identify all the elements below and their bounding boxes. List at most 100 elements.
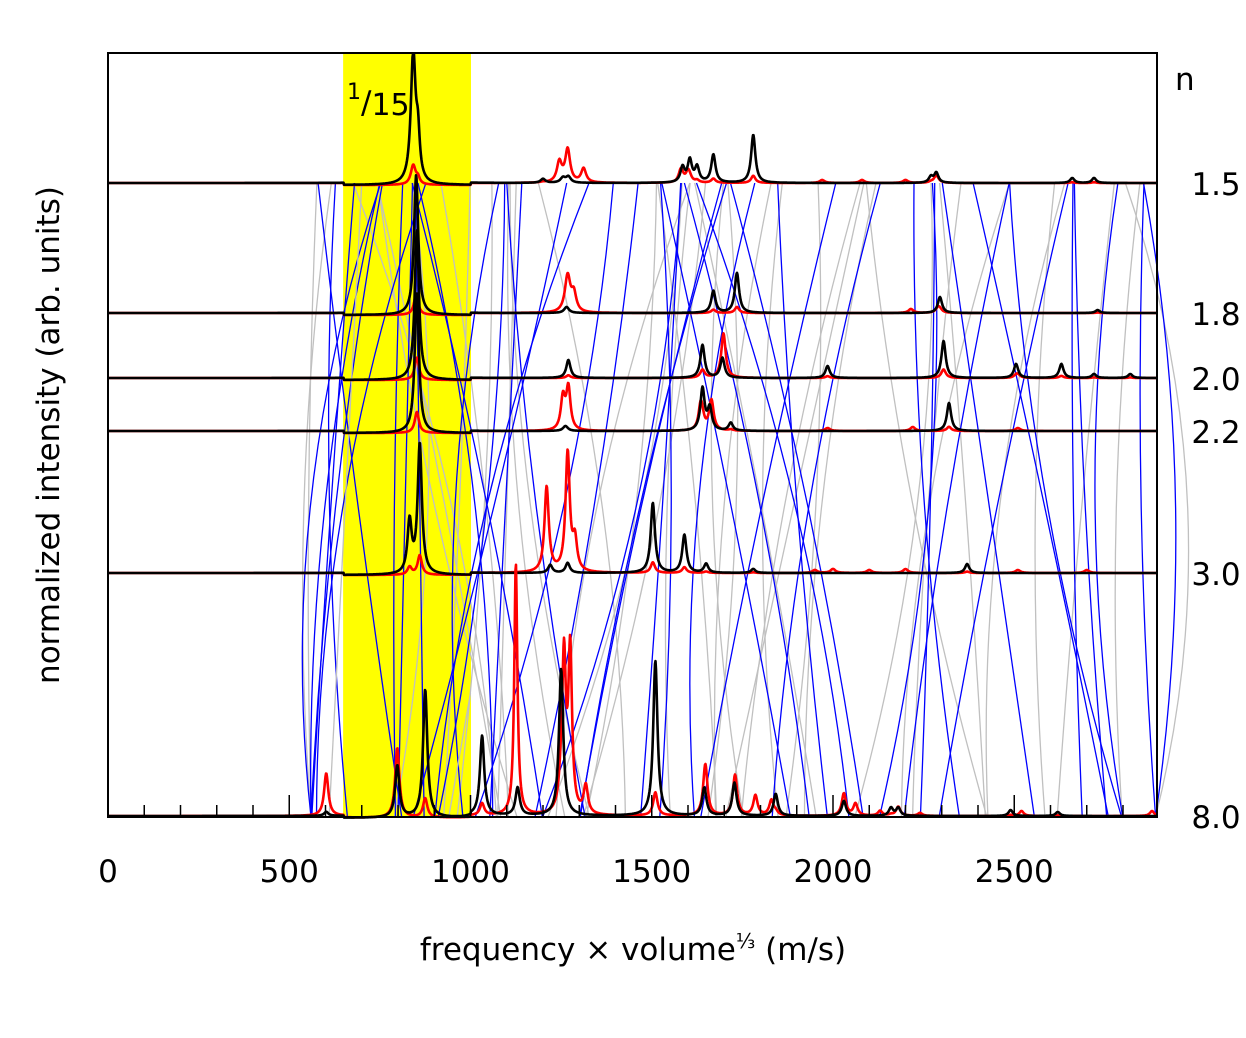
blue-branch — [310, 182, 381, 818]
gray-branch — [448, 692, 472, 818]
black-spectrum-n-2.0 — [107, 229, 1158, 382]
n-value-labels: 1.5 1.8 2.0 2.2 3.0 8.0 — [1191, 167, 1240, 836]
blue-branch — [506, 182, 586, 818]
blue-branch — [1073, 182, 1108, 818]
gray-branch — [585, 182, 658, 818]
x-tick-label: 2000 — [794, 854, 873, 890]
blue-branch — [639, 182, 682, 818]
n-label-2.0: 2.0 — [1191, 362, 1240, 398]
n-label-3.0: 3.0 — [1191, 557, 1240, 593]
blue-branch — [1071, 182, 1083, 818]
gray-branch — [393, 182, 430, 818]
blue-branch — [777, 182, 829, 818]
blue-branch — [919, 182, 936, 818]
blue-branch — [972, 182, 1110, 818]
blue-branch — [689, 182, 756, 818]
gray-branch — [1114, 182, 1141, 818]
x-tick-label: 1500 — [612, 854, 691, 890]
gray-branch — [456, 182, 493, 818]
blue-branch — [661, 182, 792, 818]
x-tick-label: 2500 — [975, 854, 1054, 890]
gray-branch — [657, 182, 718, 818]
blue-branch — [315, 182, 427, 818]
band-label: 1/15 — [347, 80, 410, 123]
gray-branch — [1056, 182, 1115, 818]
gray-branch — [740, 182, 861, 818]
gray-branch — [377, 182, 518, 818]
blue-branch — [578, 182, 723, 818]
gray-branch — [938, 182, 986, 818]
gray-branch — [725, 182, 865, 818]
band-label-slash: / — [361, 85, 372, 121]
blue-branch — [489, 182, 523, 818]
dispersion-branches — [301, 182, 1190, 818]
blue-branch — [417, 182, 494, 818]
x-axis-ticks — [107, 795, 1124, 817]
n-header: n — [1175, 62, 1195, 98]
band-label-den: 15 — [371, 88, 409, 123]
x-axis-title-sup: ⅓ — [736, 929, 755, 953]
x-axis-title-unit: (m/s) — [755, 932, 846, 968]
x-tick-label: 500 — [260, 854, 319, 890]
blue-branch — [451, 182, 500, 818]
blue-branch — [1139, 182, 1157, 818]
blue-branch — [412, 182, 568, 818]
x-tick-label: 0 — [98, 854, 118, 890]
gray-branch — [694, 182, 817, 818]
gray-branch — [537, 182, 627, 818]
black-spectrum-n-3.0 — [107, 441, 1158, 577]
blue-branch — [327, 182, 349, 818]
gray-branch — [985, 182, 1066, 818]
blue-branch — [411, 182, 543, 818]
n-label-1.5: 1.5 — [1191, 167, 1240, 203]
gray-branch — [497, 182, 517, 818]
blue-branch — [310, 182, 384, 818]
blue-branch — [542, 182, 682, 818]
gray-branch — [301, 182, 332, 818]
gray-branch — [582, 182, 707, 818]
n-label-1.8: 1.8 — [1191, 297, 1240, 333]
blue-branch — [878, 182, 938, 818]
gray-branch — [710, 182, 744, 818]
blue-branch — [941, 182, 1036, 818]
plot-frame — [107, 52, 1158, 818]
blue-branch — [317, 182, 403, 818]
gray-branch — [328, 182, 363, 818]
blue-branch — [1094, 182, 1124, 818]
gray-branch — [1124, 182, 1190, 818]
gray-branch — [443, 182, 471, 818]
gray-branch — [865, 182, 988, 818]
gray-branch — [854, 182, 934, 818]
blue-branch — [659, 182, 672, 818]
gray-branch — [506, 182, 566, 818]
spectra-traces — [107, 52, 1158, 819]
blue-branch — [683, 182, 810, 818]
blue-branch — [700, 182, 837, 818]
blue-branch — [903, 182, 1010, 818]
black-spectrum-n-8.0 — [107, 659, 1158, 819]
black-spectrum-n-1.8 — [107, 174, 1158, 317]
n-label-2.2: 2.2 — [1191, 415, 1240, 451]
blue-branch — [695, 182, 850, 818]
y-axis-title: normalized intensity (arb. units) — [31, 186, 67, 684]
x-axis-tick-labels: 0 500 1000 1500 2000 2500 — [98, 854, 1054, 890]
blue-branch — [534, 182, 639, 818]
n-label-8.0: 8.0 — [1191, 800, 1240, 836]
blue-branch — [414, 182, 425, 818]
blue-branch — [938, 182, 1069, 818]
band-label-num: 1 — [347, 80, 361, 105]
blue-branch — [913, 182, 961, 818]
blue-branch — [311, 182, 356, 818]
blue-branch — [434, 182, 590, 818]
x-tick-label: 1000 — [431, 854, 510, 890]
blue-branch — [729, 182, 864, 818]
blue-branch — [393, 182, 404, 818]
x-axis-title: frequency × volume⅓ (m/s) — [420, 929, 846, 968]
blue-branch — [1008, 182, 1123, 818]
blue-branch — [301, 182, 382, 818]
black-spectrum-n-2.2 — [107, 292, 1158, 435]
gray-branch — [307, 182, 318, 818]
x-axis-title-main: frequency × volume — [420, 932, 736, 968]
